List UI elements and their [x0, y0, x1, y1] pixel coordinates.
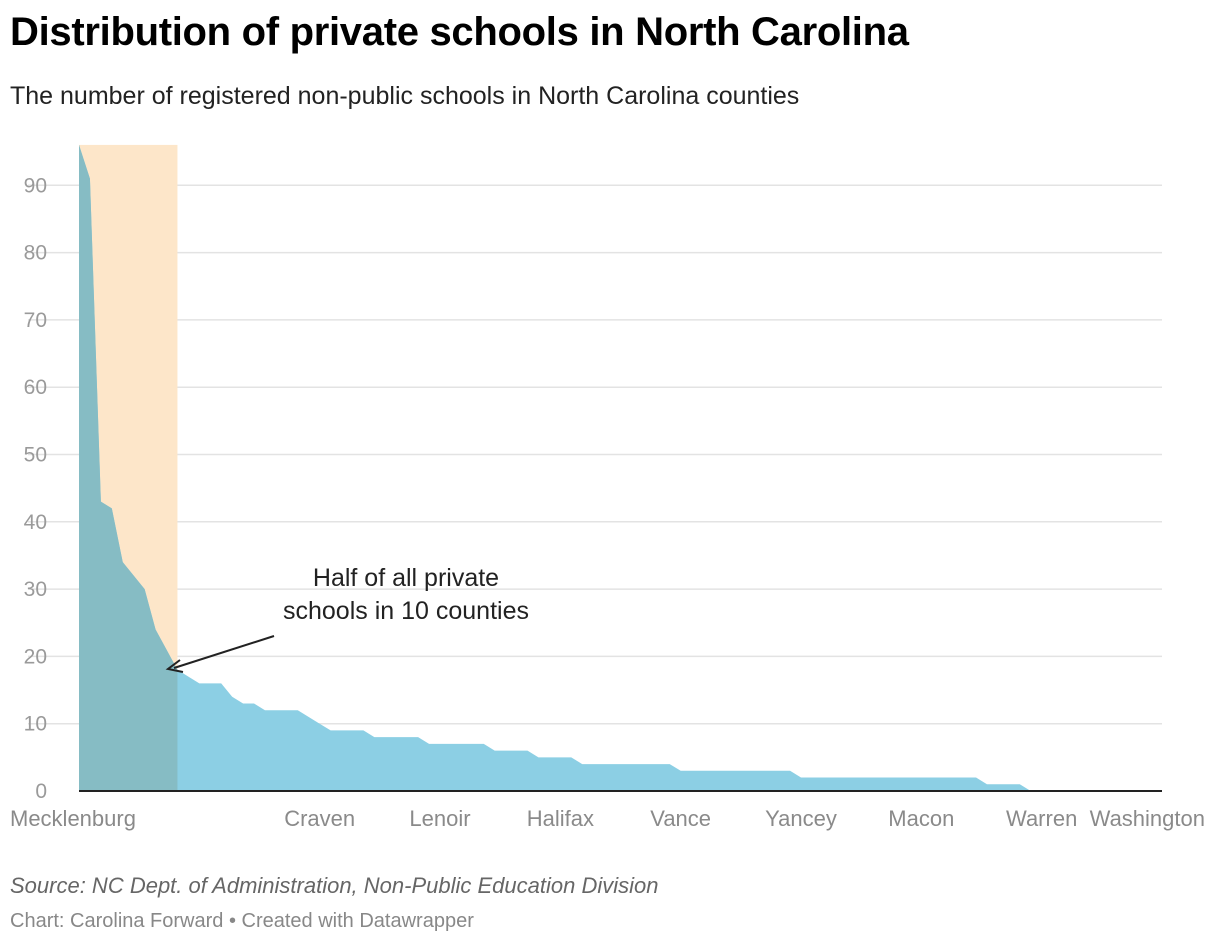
x-tick-label: Warren — [1006, 806, 1077, 831]
y-tick-label: 50 — [24, 444, 47, 467]
annotation-line-1: Half of all private — [313, 564, 499, 592]
source-note: Source: NC Dept. of Administration, Non-… — [10, 873, 659, 898]
x-tick-label: Macon — [888, 806, 954, 831]
y-tick-label: 80 — [24, 242, 47, 265]
x-tick-label: Craven — [284, 806, 355, 831]
chart-subtitle: The number of registered non-public scho… — [10, 82, 800, 110]
annotation-arrow-line — [173, 635, 275, 669]
y-tick-label: 40 — [24, 511, 47, 534]
y-tick-label: 0 — [35, 780, 47, 803]
y-tick-label: 10 — [24, 713, 47, 736]
y-tick-label: 90 — [24, 174, 47, 197]
x-tick-label: Yancey — [765, 806, 837, 831]
x-tick-label: Mecklenburg — [10, 806, 136, 831]
y-tick-label: 20 — [24, 645, 47, 668]
y-tick-label: 60 — [24, 376, 47, 399]
x-tick-label: Vance — [650, 806, 711, 831]
y-tick-label: 30 — [24, 578, 47, 601]
x-tick-label: Halifax — [527, 806, 594, 831]
x-axis: Mecklenburg Craven Lenoir Halifax Vance Yance… — [10, 806, 1205, 831]
chart-credit: Chart: Carolina Forward • Created with D… — [10, 910, 474, 932]
gridlines — [28, 184, 1162, 725]
annotation-line-2: schools in 10 counties — [283, 597, 529, 625]
x-tick-label: Lenoir — [409, 806, 470, 831]
annotation: Half of all private schools in 10 counti… — [165, 564, 529, 673]
y-axis: 0 10 20 30 40 50 60 70 80 90 — [24, 174, 47, 803]
annotation-arrow-head — [165, 659, 184, 673]
y-tick-label: 70 — [24, 309, 47, 332]
x-tick-label: Washington — [1090, 806, 1205, 831]
schools-area — [79, 144, 1162, 792]
chart-title: Distribution of private schools in North… — [10, 10, 909, 54]
highlight-overlap-area — [79, 144, 178, 792]
